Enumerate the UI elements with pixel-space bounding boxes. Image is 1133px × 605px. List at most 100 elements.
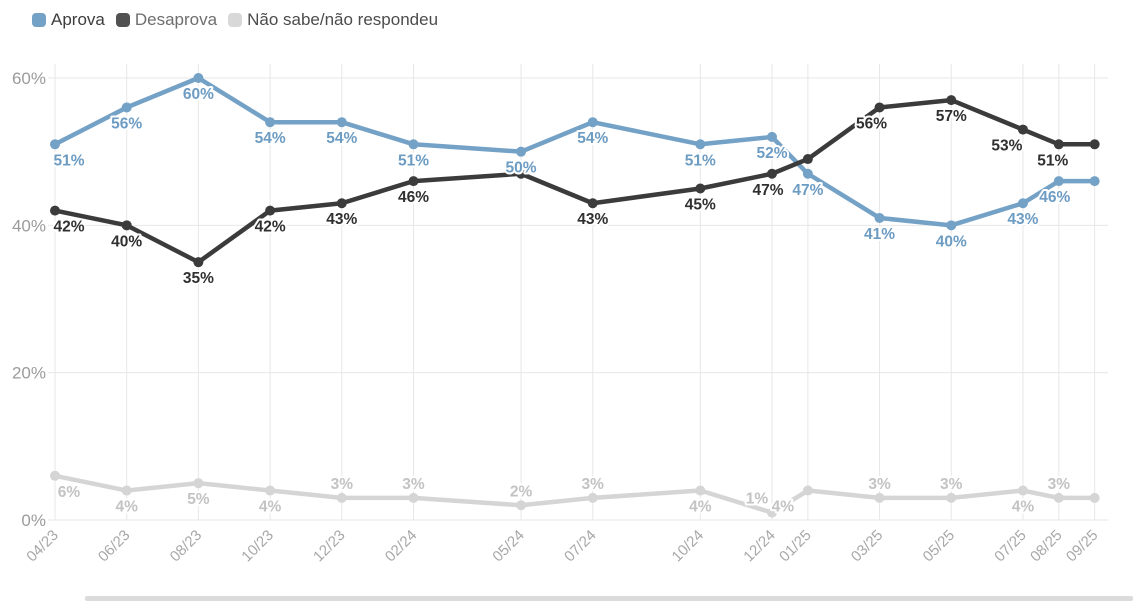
data-point-marker[interactable] — [1053, 176, 1064, 187]
x-axis-tick-label: 01/25 — [776, 527, 815, 566]
legend-item-desaprova[interactable]: Desaprova — [115, 11, 217, 28]
data-label: 42% — [255, 219, 286, 236]
data-point-marker[interactable] — [121, 220, 132, 231]
data-point-marker[interactable] — [1089, 139, 1100, 150]
data-point-marker[interactable] — [1089, 492, 1100, 503]
data-point-marker[interactable] — [408, 139, 419, 150]
data-point-marker[interactable] — [193, 72, 204, 83]
data-point-marker[interactable] — [695, 183, 706, 194]
data-label: 4% — [772, 499, 795, 516]
data-point-marker[interactable] — [946, 220, 957, 231]
data-label: 3% — [582, 476, 605, 493]
data-point-marker[interactable] — [121, 102, 132, 113]
data-point-marker[interactable] — [587, 117, 598, 128]
legend: Aprova Desaprova Não sabe/não respondeu — [32, 11, 438, 28]
data-label: 47% — [792, 182, 823, 199]
series-line-nao-sabe — [52, 473, 1097, 515]
data-point-marker[interactable] — [587, 492, 598, 503]
legend-label-nao-sabe: Não sabe/não respondeu — [247, 10, 439, 29]
data-point-marker[interactable] — [874, 102, 885, 113]
x-axis-tick-label: 12/23 — [310, 527, 349, 566]
data-point-marker[interactable] — [1089, 176, 1100, 187]
data-label: 40% — [936, 233, 967, 250]
legend-swatch-nao-sabe — [228, 12, 243, 27]
x-axis-tick-label: 02/24 — [382, 527, 421, 566]
data-label: 4% — [689, 499, 712, 516]
x-axis-tick-label: 08/25 — [1027, 527, 1066, 566]
data-point-marker[interactable] — [767, 131, 777, 142]
data-label: 60% — [183, 86, 214, 103]
data-label: 5% — [187, 491, 210, 508]
data-point-marker[interactable] — [336, 492, 347, 503]
data-label: 56% — [856, 115, 887, 132]
data-point-marker[interactable] — [408, 492, 419, 503]
data-point-marker[interactable] — [695, 139, 706, 150]
data-label: 3% — [331, 476, 354, 493]
data-point-marker[interactable] — [802, 168, 813, 179]
data-point-marker[interactable] — [265, 205, 276, 216]
data-label: 47% — [752, 182, 783, 199]
data-point-marker[interactable] — [946, 95, 957, 106]
data-label: 51% — [685, 152, 716, 169]
data-point-marker[interactable] — [50, 470, 60, 481]
data-label: 45% — [685, 196, 716, 213]
x-axis-tick-label: 10/23 — [238, 527, 277, 566]
data-label: 35% — [183, 270, 214, 287]
data-point-marker[interactable] — [265, 485, 276, 496]
y-axis-tick-label: 20% — [12, 364, 46, 383]
legend-item-aprova[interactable]: Aprova — [32, 11, 105, 28]
data-point-marker[interactable] — [1017, 485, 1028, 496]
x-axis-tick-label: 07/25 — [991, 527, 1030, 566]
legend-item-nao-sabe[interactable]: Não sabe/não respondeu — [228, 11, 438, 28]
x-axis-tick-label: 12/24 — [740, 527, 779, 566]
data-point-marker[interactable] — [50, 139, 60, 150]
data-label: 4% — [259, 499, 282, 516]
data-point-marker[interactable] — [1053, 139, 1064, 150]
data-point-marker[interactable] — [50, 205, 60, 216]
legend-label-aprova: Aprova — [51, 10, 105, 29]
x-axis-tick-label: 08/23 — [167, 527, 206, 566]
data-point-marker[interactable] — [516, 168, 527, 179]
data-label: 2% — [510, 483, 533, 500]
line-chart-canvas: 0% 20% 40% 60% 04/23 06/23 08/23 10/23 12/23 02/2… — [12, 64, 1108, 566]
data-point-marker[interactable] — [1017, 198, 1028, 209]
data-label: 51% — [1037, 152, 1068, 169]
data-label: 40% — [111, 233, 142, 250]
data-label: 41% — [864, 226, 895, 243]
data-point-marker[interactable] — [874, 492, 885, 503]
data-point-marker[interactable] — [802, 485, 813, 496]
data-point-marker[interactable] — [193, 478, 204, 489]
data-point-marker[interactable] — [336, 198, 347, 209]
data-point-marker[interactable] — [516, 146, 527, 157]
x-axis-tick-label: 05/24 — [489, 527, 528, 566]
data-point-marker[interactable] — [265, 117, 276, 128]
data-point-marker[interactable] — [802, 154, 813, 165]
data-point-marker[interactable] — [695, 485, 706, 496]
data-label: 3% — [940, 476, 963, 493]
data-label: 6% — [58, 484, 81, 501]
data-point-marker[interactable] — [946, 492, 957, 503]
data-point-marker[interactable] — [516, 500, 527, 511]
data-point-marker[interactable] — [336, 117, 347, 128]
data-label: 57% — [936, 108, 967, 125]
data-point-marker[interactable] — [874, 212, 885, 223]
y-axis-tick-label: 0% — [21, 511, 46, 530]
bottom-divider — [85, 596, 1133, 601]
data-point-marker[interactable] — [408, 176, 419, 187]
data-point-marker[interactable] — [587, 198, 598, 209]
data-label: 4% — [115, 499, 138, 516]
data-label: 50% — [506, 160, 537, 177]
data-label: 46% — [398, 189, 429, 206]
data-point-marker[interactable] — [767, 168, 777, 179]
data-label: 54% — [326, 130, 357, 147]
series-line-aprova — [52, 75, 1097, 228]
x-axis-tick-label: 09/25 — [1063, 527, 1102, 566]
data-label: 54% — [577, 130, 608, 147]
data-point-marker[interactable] — [121, 485, 132, 496]
data-point-marker[interactable] — [767, 507, 777, 518]
data-point-marker[interactable] — [1053, 492, 1064, 503]
series-line-desaprova — [52, 97, 1097, 265]
data-point-marker[interactable] — [193, 257, 204, 268]
data-point-marker[interactable] — [1017, 124, 1028, 135]
